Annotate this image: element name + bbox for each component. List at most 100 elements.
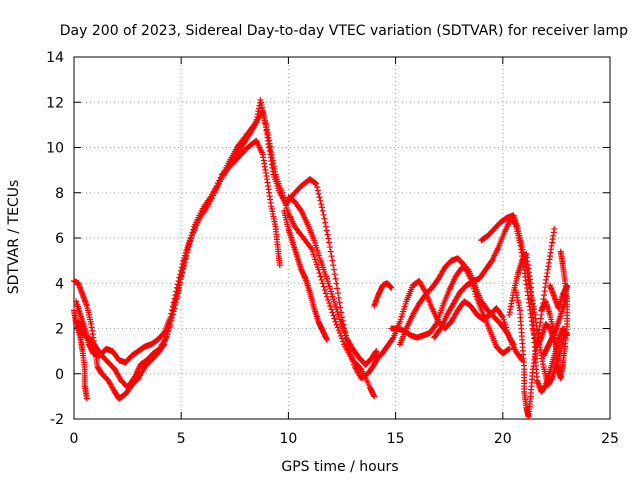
series-track-3 [75,137,283,391]
data-point [313,180,320,187]
data-point [335,294,342,301]
data-point [373,348,380,355]
data-point [337,304,344,311]
data-point [506,345,513,352]
data-point [322,223,329,230]
data-point [557,248,564,255]
data-point [172,298,179,305]
data-point [327,248,334,255]
data-point [314,187,321,194]
data-point [163,331,170,338]
data-point [168,314,175,321]
data-point [315,190,322,197]
data-point [322,219,329,226]
data-point [180,262,187,269]
data-point [326,300,333,307]
data-point [321,215,328,222]
data-point [167,317,174,324]
chart-title: Day 200 of 2023, Sidereal Day-to-day VTE… [60,23,628,39]
series-track-9 [388,264,517,348]
data-point [217,174,224,181]
y-tick-label: 6 [55,231,64,247]
data-point [325,296,332,303]
data-point [186,241,193,248]
series-track-4 [71,307,90,402]
series-track-6 [285,194,380,368]
data-point [163,334,170,341]
data-point [181,258,188,265]
y-tick-label: 4 [55,276,64,292]
data-point [325,235,332,242]
data-point [183,252,190,259]
data-point [319,207,326,214]
data-series [71,96,571,420]
data-point [328,253,335,260]
y-tick-label: 2 [55,322,64,338]
data-point [323,227,330,234]
data-point [210,188,217,195]
data-point [330,266,337,273]
data-point [172,294,179,301]
data-point [332,275,339,282]
data-point [328,306,335,313]
data-point [165,324,172,331]
data-point [185,244,192,251]
data-point [184,249,191,256]
data-point [318,204,325,211]
data-point [182,255,189,262]
data-point [317,197,324,204]
data-point [322,290,329,297]
data-point [212,185,219,192]
x-tick-label: 15 [387,431,405,447]
data-point [320,211,327,218]
data-point [187,238,194,245]
data-point [540,352,547,359]
data-point [331,271,338,278]
data-point [169,307,176,314]
data-point [173,291,180,298]
data-point [323,293,330,300]
data-point [330,262,337,269]
y-tick-label: 8 [55,186,64,202]
x-tick-label: 20 [494,431,512,447]
y-tick-label: 14 [46,50,64,66]
data-point [177,275,184,282]
data-point [371,393,378,400]
x-tick-label: 0 [70,431,79,447]
data-point [276,262,283,269]
data-point [171,301,178,308]
data-point [176,282,183,289]
data-point [324,231,331,238]
y-tick-label: 10 [46,141,64,157]
data-point [214,180,221,187]
data-point [323,336,330,343]
data-point [83,395,90,402]
data-point [336,299,343,306]
data-point [327,303,334,310]
y-axis-title: SDTVAR / TECUs [6,180,22,295]
data-point [184,246,191,253]
data-point [179,268,186,275]
data-point [175,285,182,292]
data-point [174,288,181,295]
data-point [334,285,341,292]
data-point [320,283,327,290]
x-tick-label: 25 [601,431,619,447]
data-point [216,177,223,184]
data-point [331,315,338,322]
x-axis-title: GPS time / hours [281,459,398,475]
data-point [340,338,347,345]
series-track-14 [512,225,558,420]
data-point [329,257,336,264]
y-tick-label: 0 [55,367,64,383]
data-point [209,191,216,198]
series-track-10 [396,255,513,357]
data-point [330,312,337,319]
data-point [317,273,324,280]
data-point [498,313,505,320]
x-tick-label: 5 [177,431,186,447]
tick-labels: 0 5 10 15 20 25 -2 0 2 4 6 8 10 12 14 [46,50,619,447]
data-point [208,194,215,201]
